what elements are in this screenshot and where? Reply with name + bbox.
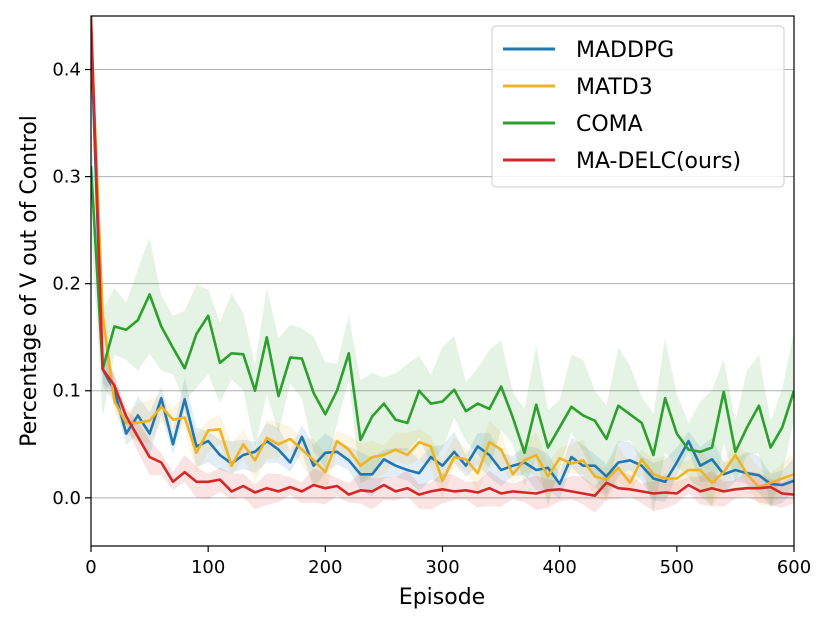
- y-tick-label: 0.1: [52, 381, 81, 402]
- x-tick-label: 300: [425, 557, 459, 578]
- legend-label-matd3: MATD3: [576, 75, 653, 100]
- series-lines: [91, 16, 794, 498]
- x-tick-label: 0: [85, 557, 96, 578]
- x-tick-label: 400: [542, 557, 576, 578]
- legend-box: [491, 25, 785, 188]
- y-tick-label: 0.4: [52, 60, 81, 81]
- x-tick-label: 100: [191, 557, 225, 578]
- x-tick-label: 200: [308, 557, 342, 578]
- y-tick-label: 0.3: [52, 167, 81, 188]
- y-tick-label: 0.0: [52, 488, 81, 509]
- maddpg-line: [91, 37, 794, 487]
- y-axis-ticks: 0.0 0.1 0.2 0.3 0.4: [52, 60, 91, 509]
- legend-label-maddpg: MADDPG: [576, 38, 674, 63]
- x-tick-label: 600: [777, 557, 811, 578]
- grid-lines: [91, 69, 794, 499]
- x-tick-label: 500: [660, 557, 694, 578]
- matd3-line: [91, 26, 794, 489]
- x-axis-label: Episode: [399, 585, 485, 610]
- legend-label-coma: COMA: [576, 112, 643, 137]
- coma-band: [91, 123, 794, 514]
- coma-line: [91, 165, 794, 457]
- y-tick-label: 0.2: [52, 274, 81, 295]
- legend: MADDPG MATD3 COMA MA-DELC(ours): [491, 25, 785, 188]
- legend-label-ma-delc-ours: MA-DELC(ours): [576, 149, 741, 174]
- x-axis-ticks: 0 100 200 300 400 500 600: [85, 546, 811, 578]
- y-axis-label: Percentage of V out of Control: [17, 115, 42, 447]
- ma-delc-ours-line: [91, 16, 794, 498]
